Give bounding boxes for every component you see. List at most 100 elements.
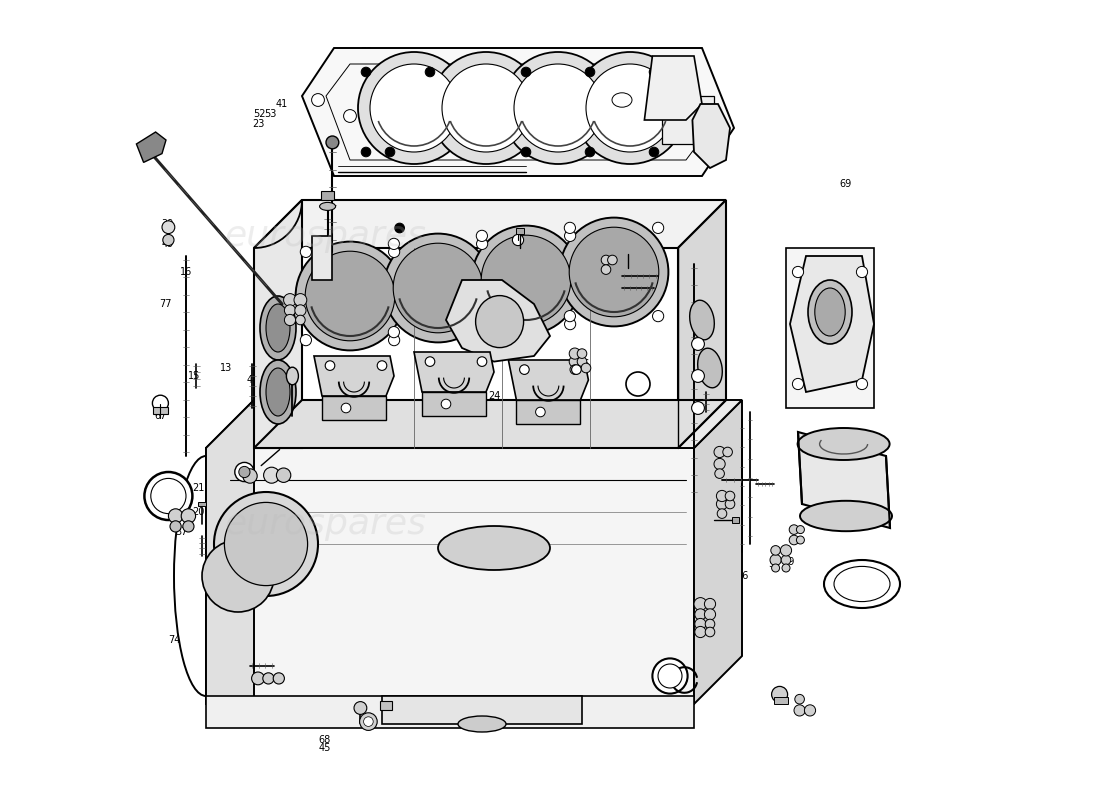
Text: 43: 43 bbox=[604, 259, 616, 269]
Circle shape bbox=[716, 490, 727, 502]
Text: 59: 59 bbox=[782, 557, 794, 566]
Ellipse shape bbox=[612, 93, 632, 107]
Bar bbox=[662, 96, 714, 144]
Circle shape bbox=[377, 361, 387, 370]
Text: 29: 29 bbox=[600, 283, 613, 293]
Text: 49: 49 bbox=[162, 239, 174, 249]
Circle shape bbox=[276, 468, 290, 482]
Text: 78: 78 bbox=[631, 413, 645, 422]
Ellipse shape bbox=[286, 367, 298, 385]
Circle shape bbox=[626, 372, 650, 396]
Text: 17: 17 bbox=[531, 363, 544, 373]
Polygon shape bbox=[516, 400, 581, 424]
Text: 27: 27 bbox=[719, 547, 733, 557]
Circle shape bbox=[564, 318, 575, 330]
Circle shape bbox=[652, 310, 663, 322]
Text: 6: 6 bbox=[371, 391, 377, 401]
Text: 9: 9 bbox=[515, 271, 521, 281]
Text: 60: 60 bbox=[594, 261, 606, 270]
Circle shape bbox=[714, 458, 725, 470]
Ellipse shape bbox=[834, 566, 890, 602]
Circle shape bbox=[361, 67, 371, 77]
Ellipse shape bbox=[815, 288, 845, 336]
Polygon shape bbox=[322, 396, 386, 420]
Polygon shape bbox=[382, 696, 582, 724]
Circle shape bbox=[476, 238, 487, 250]
Circle shape bbox=[794, 705, 805, 716]
Circle shape bbox=[305, 251, 395, 341]
Text: 64: 64 bbox=[284, 395, 296, 405]
Circle shape bbox=[202, 540, 274, 612]
Circle shape bbox=[716, 498, 727, 510]
Text: 50: 50 bbox=[712, 459, 724, 469]
Bar bbox=[153, 407, 167, 414]
Circle shape bbox=[252, 672, 264, 685]
Bar bbox=[774, 697, 789, 704]
Text: 51: 51 bbox=[696, 407, 708, 417]
Polygon shape bbox=[206, 448, 694, 704]
Circle shape bbox=[183, 521, 194, 532]
Circle shape bbox=[343, 110, 356, 122]
Text: 1: 1 bbox=[415, 399, 421, 409]
Circle shape bbox=[273, 673, 285, 684]
Text: 19: 19 bbox=[700, 395, 712, 405]
Ellipse shape bbox=[320, 202, 336, 210]
Text: 16: 16 bbox=[180, 267, 192, 277]
Polygon shape bbox=[414, 352, 494, 392]
Circle shape bbox=[243, 469, 257, 483]
Circle shape bbox=[514, 64, 602, 152]
Circle shape bbox=[358, 52, 470, 164]
Text: 61: 61 bbox=[310, 269, 322, 278]
Bar bbox=[786, 248, 875, 408]
Circle shape bbox=[771, 686, 788, 702]
Circle shape bbox=[780, 545, 792, 556]
Text: 20: 20 bbox=[191, 507, 205, 517]
Circle shape bbox=[311, 94, 324, 106]
Circle shape bbox=[789, 535, 799, 545]
Polygon shape bbox=[302, 48, 734, 176]
Text: 11: 11 bbox=[800, 349, 812, 358]
Text: 4: 4 bbox=[246, 375, 253, 385]
Circle shape bbox=[234, 462, 254, 482]
Circle shape bbox=[694, 598, 707, 610]
Circle shape bbox=[168, 509, 183, 523]
Circle shape bbox=[649, 147, 659, 157]
Circle shape bbox=[770, 554, 781, 566]
Circle shape bbox=[481, 235, 571, 325]
Circle shape bbox=[296, 242, 405, 350]
Circle shape bbox=[695, 618, 706, 630]
Circle shape bbox=[285, 305, 296, 316]
Text: 68: 68 bbox=[318, 735, 330, 745]
Ellipse shape bbox=[690, 300, 714, 340]
Text: 55: 55 bbox=[516, 559, 528, 569]
Circle shape bbox=[214, 492, 318, 596]
Circle shape bbox=[326, 136, 339, 149]
Circle shape bbox=[782, 564, 790, 572]
Text: 45: 45 bbox=[318, 743, 331, 753]
Text: 38: 38 bbox=[294, 283, 306, 293]
Circle shape bbox=[723, 447, 733, 457]
Circle shape bbox=[388, 334, 399, 346]
Circle shape bbox=[560, 218, 669, 326]
Ellipse shape bbox=[475, 295, 524, 347]
Circle shape bbox=[326, 361, 334, 370]
Ellipse shape bbox=[266, 368, 290, 416]
Circle shape bbox=[564, 310, 575, 322]
Circle shape bbox=[725, 499, 735, 509]
Circle shape bbox=[296, 315, 305, 325]
Text: 74: 74 bbox=[168, 635, 180, 645]
Text: 48: 48 bbox=[300, 303, 312, 313]
Circle shape bbox=[586, 64, 674, 152]
Text: 14: 14 bbox=[620, 261, 632, 270]
Polygon shape bbox=[314, 356, 394, 396]
Circle shape bbox=[361, 147, 371, 157]
Circle shape bbox=[857, 378, 868, 390]
Circle shape bbox=[163, 234, 174, 246]
Text: 26: 26 bbox=[736, 571, 748, 581]
Circle shape bbox=[144, 472, 192, 520]
Bar bbox=[379, 701, 393, 710]
Text: 2: 2 bbox=[823, 299, 829, 309]
Text: 22: 22 bbox=[776, 695, 789, 705]
Circle shape bbox=[771, 564, 780, 572]
Polygon shape bbox=[694, 400, 743, 704]
